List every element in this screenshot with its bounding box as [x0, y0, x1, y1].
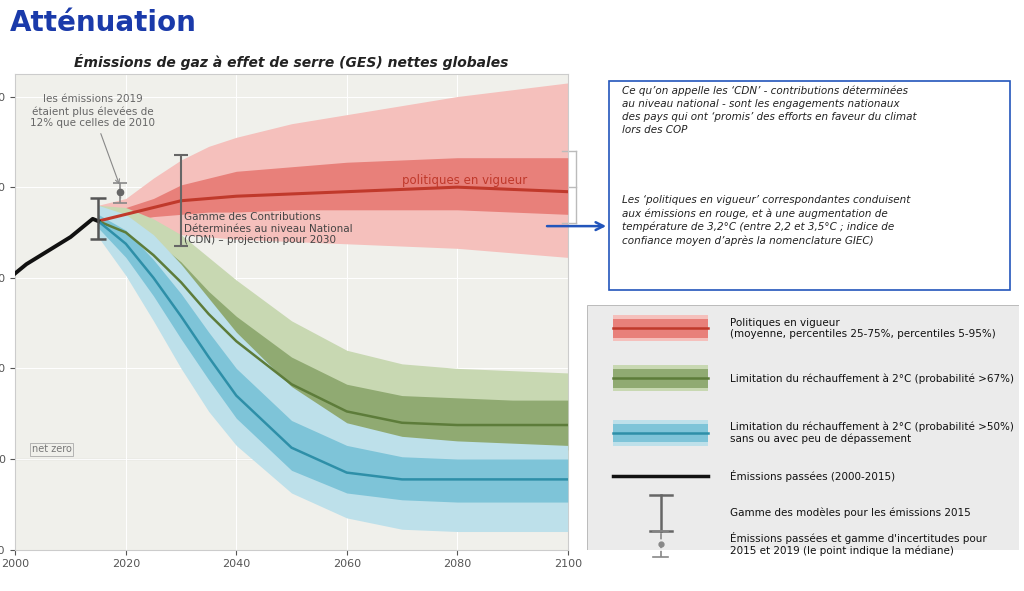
Text: Ce qu’on appelle les ‘CDN’ - contributions déterminées
au niveau national - sont: Ce qu’on appelle les ‘CDN’ - contributio…	[622, 86, 916, 135]
Text: Politiques en vigueur
(moyenne, percentiles 25-75%, percentiles 5-95%): Politiques en vigueur (moyenne, percenti…	[730, 317, 995, 339]
Text: Émissions passées (2000-2015): Émissions passées (2000-2015)	[730, 470, 895, 482]
Text: politiques en vigueur: politiques en vigueur	[402, 174, 527, 187]
Text: Limitation du réchauffement à 2°C (probabilité >67%): Limitation du réchauffement à 2°C (proba…	[730, 373, 1014, 384]
Title: Émissions de gaz à effet de serre (GES) nettes globales: Émissions de gaz à effet de serre (GES) …	[75, 54, 509, 70]
Text: Gamme des modèles pour les émissions 2015: Gamme des modèles pour les émissions 201…	[730, 508, 971, 518]
Text: net zero: net zero	[32, 444, 72, 454]
Text: les émissions 2019
étaient plus élevées de
12% que celles de 2010: les émissions 2019 étaient plus élevées …	[30, 95, 156, 183]
Text: Limite à 2°C: Limite à 2°C	[364, 377, 432, 387]
FancyBboxPatch shape	[613, 316, 709, 342]
Text: Gamme des Contributions
Déterminées au niveau National
(CDN) – projection pour 2: Gamme des Contributions Déterminées au n…	[184, 212, 352, 245]
Text: Atténuation: Atténuation	[10, 9, 197, 37]
FancyBboxPatch shape	[609, 81, 1011, 290]
FancyBboxPatch shape	[588, 304, 1019, 550]
FancyBboxPatch shape	[613, 420, 709, 446]
Text: Émissions passées et gamme d'incertitudes pour
2015 et 2019 (le point indique la: Émissions passées et gamme d'incertitude…	[730, 532, 986, 556]
FancyBboxPatch shape	[613, 365, 709, 391]
Text: limite à 1,5°C: limite à 1,5°C	[364, 429, 439, 439]
FancyBboxPatch shape	[613, 424, 709, 442]
Text: Limitation du réchauffement à 2°C (probabilité >50%)
sans ou avec peu de dépasse: Limitation du réchauffement à 2°C (proba…	[730, 422, 1014, 444]
FancyBboxPatch shape	[613, 319, 709, 337]
Text: Les ‘politiques en vigueur’ correspondantes conduisent
aux émissions en rouge, e: Les ‘politiques en vigueur’ correspondan…	[622, 195, 910, 246]
FancyBboxPatch shape	[613, 369, 709, 388]
